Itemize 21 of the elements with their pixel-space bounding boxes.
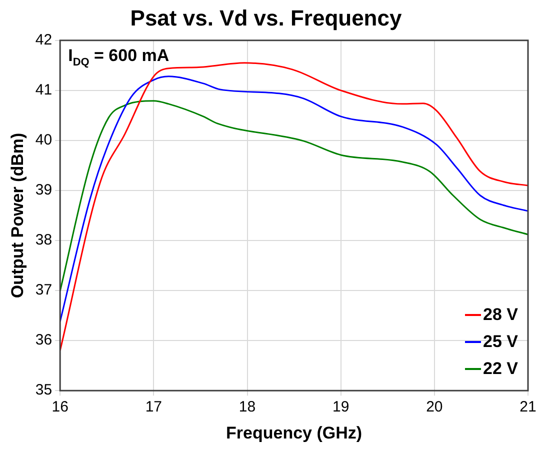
chart-title: Psat vs. Vd vs. Frequency xyxy=(130,5,402,30)
x-axis-title: Frequency (GHz) xyxy=(226,423,362,442)
y-tick-label: 42 xyxy=(35,32,52,49)
y-tick-label: 37 xyxy=(35,282,52,299)
x-tick-label: 16 xyxy=(52,398,68,416)
legend-label: 28 V xyxy=(483,305,518,326)
legend-label: 22 V xyxy=(483,359,518,380)
y-tick-label: 39 xyxy=(35,182,52,199)
annotation: I$_{DQ}$ = 600 mA xyxy=(68,46,170,69)
y-tick-label: 35 xyxy=(35,382,52,399)
y-tick-label: 41 xyxy=(35,82,52,99)
y-tick-label: 38 xyxy=(35,232,52,249)
y-tick-label: 36 xyxy=(35,332,52,349)
y-tick-label: 40 xyxy=(35,132,52,149)
x-tick-label: 19 xyxy=(332,398,350,416)
x-tick-label: 18 xyxy=(238,398,256,416)
x-tick-label: 17 xyxy=(145,398,162,416)
x-tick-label: 20 xyxy=(426,398,443,416)
legend-label: 25 V xyxy=(483,332,518,352)
x-tick-label: 21 xyxy=(520,398,536,416)
y-axis-title: Output Power (dBm) xyxy=(8,132,27,298)
